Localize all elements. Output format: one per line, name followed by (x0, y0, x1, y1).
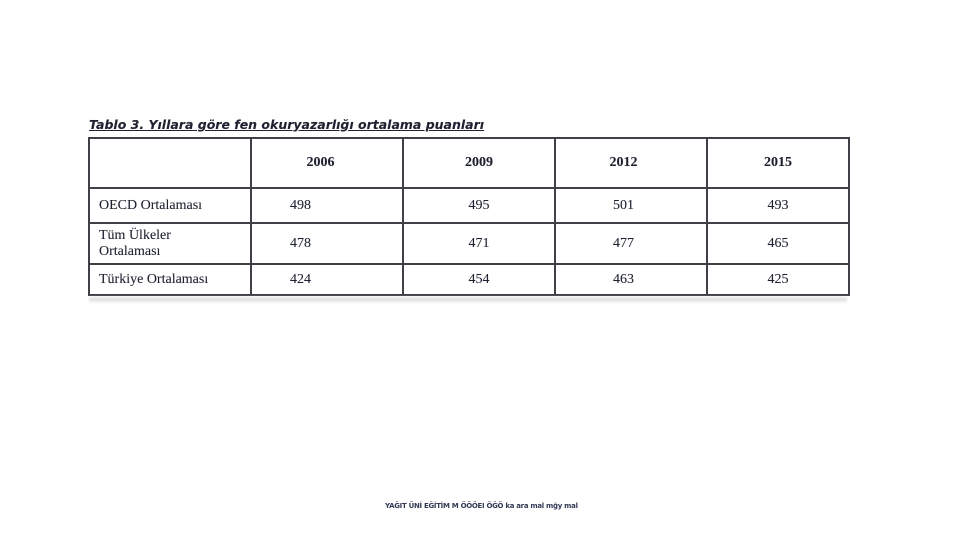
table-title-text: Tablo 3. Yıllara göre fen okuryazarlığı … (89, 117, 485, 132)
row-label-turkey: Türkiye Ortalaması (88, 263, 252, 296)
cell-all-2006: 478 (250, 222, 404, 265)
year-header-2015: 2015 (706, 137, 850, 189)
cell-all-2015: 465 (706, 222, 850, 265)
year-header-2012: 2012 (554, 137, 708, 189)
table-shadow (89, 297, 847, 302)
year-header-2006: 2006 (250, 137, 404, 189)
scores-table: 2006 2009 2012 2015 OECD Ortalaması 498 … (88, 137, 850, 296)
cell-all-2009: 471 (402, 222, 556, 265)
cell-oecd-2015: 493 (706, 187, 850, 224)
table-row-all-countries: Tüm Ülkeler Ortalaması 478 471 477 465 (88, 222, 850, 265)
row-label-oecd: OECD Ortalaması (88, 187, 252, 224)
row-label-all-countries: Tüm Ülkeler Ortalaması (88, 222, 252, 265)
corner-cell (88, 137, 252, 189)
year-header-2009: 2009 (402, 137, 556, 189)
cell-turkey-2015: 425 (706, 263, 850, 296)
cell-all-2012: 477 (554, 222, 708, 265)
cell-oecd-2009: 495 (402, 187, 556, 224)
table-row-oecd: OECD Ortalaması 498 495 501 493 (88, 187, 850, 224)
cell-turkey-2006: 424 (250, 263, 404, 296)
table-row-turkey: Türkiye Ortalaması 424 454 463 425 (88, 263, 850, 296)
cell-oecd-2006: 498 (250, 187, 404, 224)
cell-oecd-2012: 501 (554, 187, 708, 224)
footer-caption: YAĞIT ÜNİ EĞİTİM M ÖÖÖEI ÖĞÖ ka ara mal … (385, 502, 578, 510)
cell-turkey-2009: 454 (402, 263, 556, 296)
table-title: Tablo 3. Yıllara göre fen okuryazarlığı … (89, 117, 809, 132)
cell-turkey-2012: 463 (554, 263, 708, 296)
table-header-row: 2006 2009 2012 2015 (88, 137, 850, 189)
